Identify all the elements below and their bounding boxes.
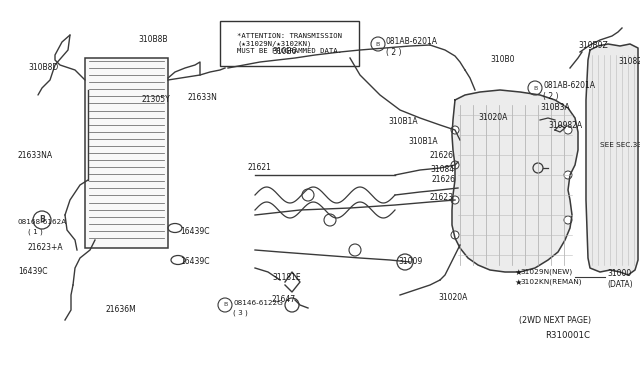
Circle shape <box>451 196 459 204</box>
Text: 31029N(NEW): 31029N(NEW) <box>520 269 572 275</box>
Text: ( 2 ): ( 2 ) <box>386 48 401 57</box>
Circle shape <box>564 126 572 134</box>
Text: 31082E: 31082E <box>618 58 640 67</box>
Text: ★: ★ <box>514 267 522 276</box>
Text: ( 3 ): ( 3 ) <box>233 310 248 316</box>
Circle shape <box>451 126 459 134</box>
Text: 21623+A: 21623+A <box>28 244 63 253</box>
Text: 21636M: 21636M <box>105 305 136 314</box>
Text: 31000: 31000 <box>607 269 631 279</box>
Text: SEE SEC.330: SEE SEC.330 <box>600 142 640 148</box>
Text: *ATTENTION: TRANSMISSION
(★31029N/★3102KN)
MUST BE PROGRAMMED DATA.: *ATTENTION: TRANSMISSION (★31029N/★3102K… <box>237 33 342 54</box>
FancyBboxPatch shape <box>220 21 360 66</box>
Text: 21633NA: 21633NA <box>18 151 53 160</box>
Text: 3102KN(REMAN): 3102KN(REMAN) <box>520 279 582 285</box>
Text: 21623: 21623 <box>430 193 454 202</box>
Text: 310982A: 310982A <box>548 121 582 129</box>
Text: 16439C: 16439C <box>18 267 47 276</box>
Text: 21626: 21626 <box>432 176 456 185</box>
Text: 08168-6162A: 08168-6162A <box>18 219 67 225</box>
Text: 081AB-6201A: 081AB-6201A <box>543 81 595 90</box>
Text: 31020A: 31020A <box>478 113 508 122</box>
Text: 310B0: 310B0 <box>490 55 515 64</box>
Text: B: B <box>376 42 380 46</box>
Text: 310B1A: 310B1A <box>408 138 438 147</box>
Text: 310B8D: 310B8D <box>28 64 58 73</box>
Text: 310B6: 310B6 <box>272 48 296 57</box>
Text: 310B3A: 310B3A <box>540 103 570 112</box>
Text: 310B1A: 310B1A <box>388 118 418 126</box>
Text: R310001C: R310001C <box>545 330 591 340</box>
Text: ( 2 ): ( 2 ) <box>543 92 559 100</box>
Polygon shape <box>452 90 578 272</box>
Text: ★: ★ <box>514 278 522 286</box>
Text: 081AB-6201A: 081AB-6201A <box>386 38 438 46</box>
Text: 21305Y: 21305Y <box>142 96 171 105</box>
Text: 08146-6122G: 08146-6122G <box>233 300 283 306</box>
Text: 31020A: 31020A <box>438 294 467 302</box>
Circle shape <box>451 161 459 169</box>
Text: 16439C: 16439C <box>180 257 209 266</box>
Bar <box>85 58 168 248</box>
Text: (DATA): (DATA) <box>607 279 632 289</box>
Circle shape <box>564 171 572 179</box>
Text: B: B <box>223 302 227 308</box>
Text: 21647: 21647 <box>272 295 296 305</box>
Text: 310B8B: 310B8B <box>138 35 168 45</box>
Text: 16439C: 16439C <box>180 228 209 237</box>
Text: ( 1 ): ( 1 ) <box>28 229 43 235</box>
Text: 31084: 31084 <box>430 166 454 174</box>
Text: B: B <box>39 215 45 224</box>
Circle shape <box>451 231 459 239</box>
Text: 31181E: 31181E <box>272 273 301 282</box>
Circle shape <box>564 216 572 224</box>
Text: 21621: 21621 <box>248 164 272 173</box>
Text: 31009: 31009 <box>398 257 422 266</box>
Text: 21633N: 21633N <box>188 93 218 103</box>
Text: 310B9Z: 310B9Z <box>578 42 608 51</box>
Text: (2WD NEXT PAGE): (2WD NEXT PAGE) <box>519 315 591 324</box>
Text: 21626: 21626 <box>430 151 454 160</box>
Polygon shape <box>586 44 638 275</box>
Text: B: B <box>533 86 537 90</box>
